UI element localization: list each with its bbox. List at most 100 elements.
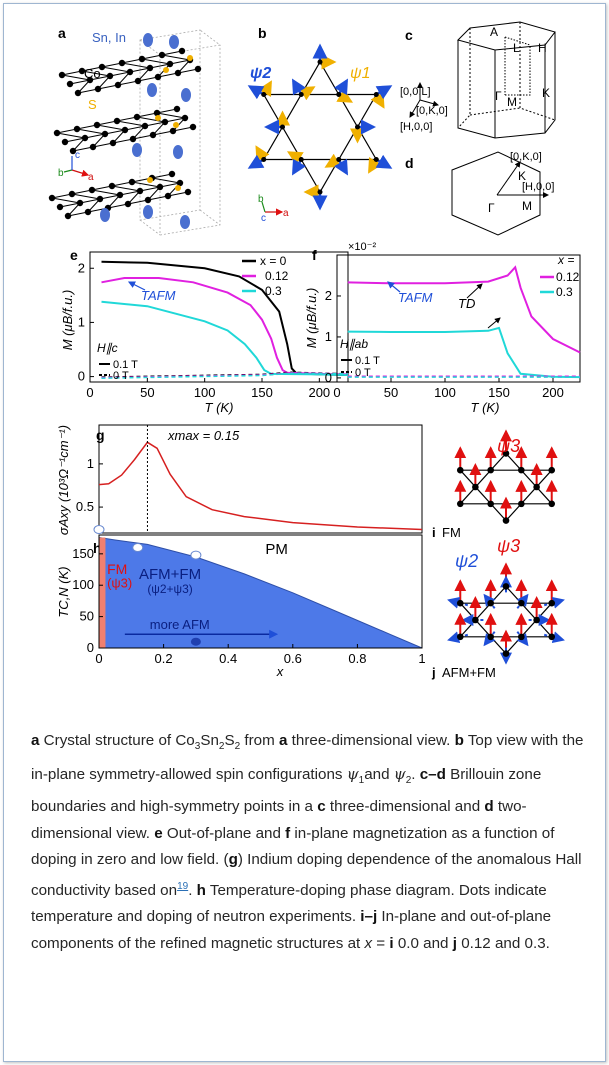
co-atom xyxy=(68,190,76,198)
kagome-bond xyxy=(117,80,139,86)
kagome-bond xyxy=(96,120,118,126)
kagome-bond xyxy=(59,202,81,208)
co-atom xyxy=(129,135,137,143)
series-line xyxy=(347,265,581,354)
panel-h: h FM(ψ3) AFM+FM(ψ2+ψ3) PM more AFM 0 0.2 0.4 0.… xyxy=(56,525,426,679)
kagome-bond xyxy=(149,63,171,69)
bz-label-M: M xyxy=(507,95,517,109)
citation-link[interactable]: 19 xyxy=(177,880,189,892)
x-tick-label: 0 xyxy=(86,385,93,400)
spin-psi2 xyxy=(447,596,469,609)
kagome-bond xyxy=(99,194,121,200)
sn-atoms xyxy=(100,33,191,229)
atom-label-s: S xyxy=(88,97,97,112)
legend-item-1: 0.3 xyxy=(556,285,573,299)
spin-psi2 xyxy=(483,631,496,647)
neutron-point xyxy=(93,525,105,535)
legend-title: x = xyxy=(557,253,574,267)
triangle-up xyxy=(262,60,378,161)
co-atom xyxy=(141,122,149,130)
kagome-bond xyxy=(109,71,131,77)
co-atom xyxy=(149,131,157,139)
panel-g: g 0.5 1 σAxy (10³Ω⁻¹cm⁻¹) xmax = 0.15 xyxy=(56,424,423,535)
annot-tafm: TAFM xyxy=(141,288,176,303)
co-atom xyxy=(69,147,77,155)
kagome-bond xyxy=(67,211,89,217)
spin-psi2 xyxy=(543,631,565,644)
neutron-point-low xyxy=(190,637,201,646)
y-tick-label: 100 xyxy=(72,577,94,592)
plot-g: 0.5 1 σAxy (10³Ω⁻¹cm⁻¹) xyxy=(56,424,423,535)
co-site xyxy=(298,92,304,98)
plot-frame xyxy=(98,534,423,649)
co-site xyxy=(487,500,494,508)
bz-label-Gamma: Γ xyxy=(488,201,495,215)
co-site xyxy=(502,583,510,590)
axis-label: σAxy (10³Ω⁻¹cm⁻¹) xyxy=(56,425,71,535)
co-site xyxy=(317,189,323,195)
kagome-bond xyxy=(157,72,179,78)
kagome-bond xyxy=(61,70,83,76)
kagome-bond xyxy=(151,173,173,179)
kagome-bond xyxy=(139,186,161,192)
co-atom xyxy=(48,194,56,202)
co-atom xyxy=(181,114,189,122)
legend-item-0: 0.12 xyxy=(265,269,289,283)
plot-frame xyxy=(89,251,349,383)
x-tick-label: 150 xyxy=(488,385,510,400)
region-label: FM xyxy=(107,561,127,577)
y-tick-label: 0 xyxy=(78,369,85,384)
legend-title: x = 0 xyxy=(260,254,287,268)
axis-label: T (K) xyxy=(205,400,234,415)
kagome-bond xyxy=(92,142,114,148)
y-tick-label: 0.5 xyxy=(76,499,94,514)
co-site xyxy=(456,466,464,474)
bz-label-K: K xyxy=(518,169,526,183)
kagome-bond xyxy=(61,74,91,81)
x-tick-label: 50 xyxy=(384,385,398,400)
kagome-bond xyxy=(51,197,81,204)
kagome-bond xyxy=(132,134,154,140)
kagome-bond xyxy=(136,112,158,118)
panel-b: b ψ2 ψ1 b c a xyxy=(247,25,393,224)
axis-label: M (μB/f.u.) xyxy=(60,290,75,351)
panel-letter: c xyxy=(405,27,413,43)
kagome-bond xyxy=(89,75,111,81)
co-site xyxy=(456,500,464,508)
co-site xyxy=(456,633,464,641)
co-atom xyxy=(144,196,152,204)
afm-fm-region xyxy=(98,536,423,649)
co-site xyxy=(502,650,510,657)
spin-psi2 xyxy=(543,596,565,609)
co-atom xyxy=(94,85,102,93)
kagome-bond xyxy=(107,203,129,209)
region-label: (ψ3) xyxy=(107,576,132,591)
spin-psi2 xyxy=(375,154,393,169)
panel-letter: a xyxy=(58,25,66,41)
fm-region xyxy=(99,537,106,648)
co-site xyxy=(336,92,342,98)
dir-K: [0,K,0] xyxy=(510,151,542,163)
panel-letter: i xyxy=(432,525,436,540)
co-site xyxy=(518,466,525,474)
co-atom xyxy=(164,192,172,200)
dir-L: [0,0,L] xyxy=(400,86,431,98)
co-atom xyxy=(158,51,166,59)
zero-field-line xyxy=(101,372,349,379)
s-atoms xyxy=(147,55,193,191)
y-tick-label: 0 xyxy=(87,640,94,655)
kagome-bond xyxy=(77,88,99,94)
bz-label-K: K xyxy=(542,86,550,100)
crystal-axes: a b c xyxy=(58,150,94,183)
co-atom xyxy=(98,63,106,71)
co-atom xyxy=(121,126,129,134)
co-atom xyxy=(154,73,162,81)
kagome-bond xyxy=(69,79,91,85)
panel-i: ψ3 i FM xyxy=(432,429,558,540)
spin-psi2 xyxy=(483,593,496,609)
co-atom xyxy=(194,65,202,73)
kagome-bond xyxy=(169,59,191,65)
spin-psi2 xyxy=(447,631,469,644)
bz-label-H: H xyxy=(538,41,547,55)
